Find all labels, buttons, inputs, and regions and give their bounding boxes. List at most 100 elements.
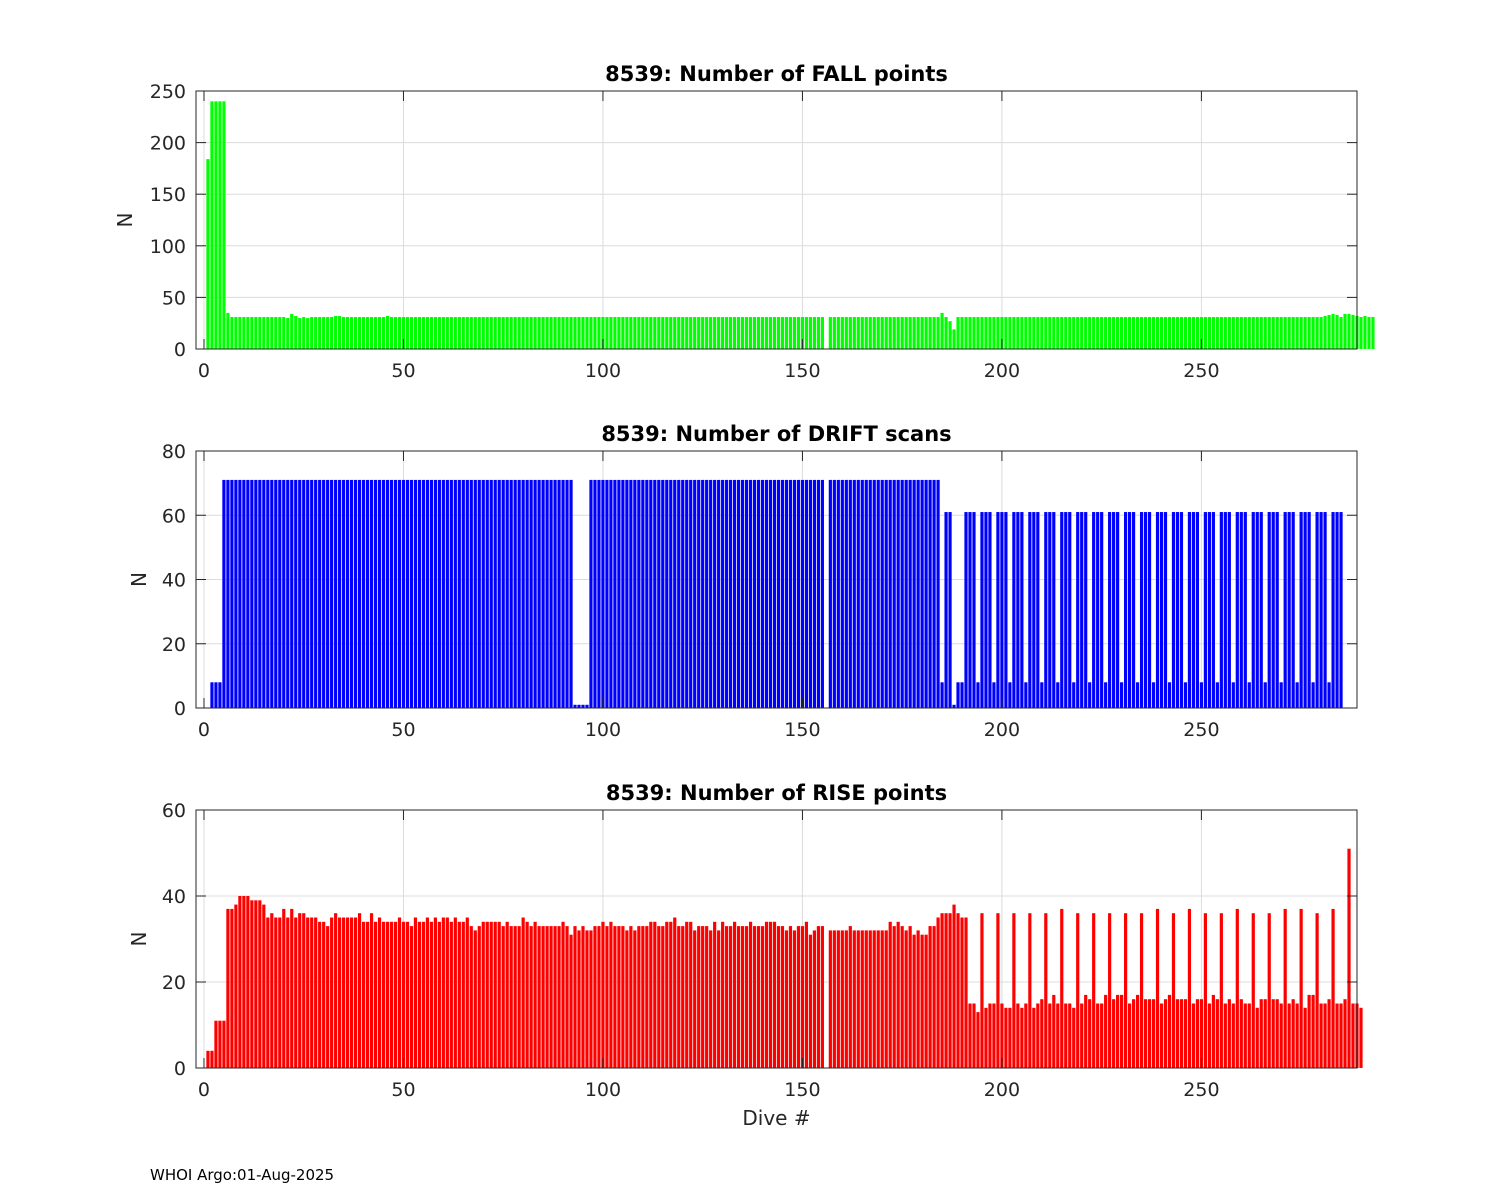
chart1-bar: [1307, 317, 1311, 349]
chart1-bar: [968, 317, 972, 349]
chart2-ytick-label: 0: [174, 698, 186, 720]
chart1-bar: [1247, 317, 1251, 349]
chart3-bar: [1008, 1007, 1012, 1068]
chart3-bar: [262, 904, 266, 1068]
chart3-bar: [302, 913, 306, 1068]
chart1-bar: [1167, 317, 1172, 349]
chart2-bar: [521, 479, 525, 708]
chart2-bar: [900, 479, 904, 708]
chart1-bar: [776, 317, 781, 349]
chart3-bar: [613, 926, 617, 1068]
chart2-bar: [693, 479, 697, 708]
chart3-bar: [693, 930, 697, 1068]
chart1-bar: [952, 329, 956, 349]
chart2-bar: [473, 479, 477, 708]
chart1-bar: [908, 317, 912, 349]
chart3-bar: [657, 926, 661, 1068]
chart3-bar: [505, 921, 509, 1068]
chart1-bar: [808, 317, 813, 349]
chart2-bar: [314, 479, 318, 708]
chart2-bar: [1315, 512, 1319, 708]
chart1-bar: [1131, 317, 1136, 349]
chart1-bar: [1243, 317, 1247, 349]
chart2-bar: [417, 479, 422, 708]
chart3-bar: [1351, 1003, 1355, 1068]
chart3-bar: [389, 921, 394, 1068]
chart3-xtick-label: 0: [198, 1079, 210, 1101]
chart3-bar: [405, 921, 410, 1068]
chart3-bar: [940, 913, 944, 1068]
chart1-bar: [665, 317, 669, 349]
chart3-bar: [709, 930, 713, 1068]
chart3-bar: [908, 926, 912, 1068]
chart1-bar: [533, 317, 537, 349]
chart2-bar: [621, 479, 625, 708]
chart1-bar: [681, 317, 685, 349]
chart2-ytick-label: 40: [162, 570, 186, 592]
chart3-bar: [1339, 1003, 1343, 1068]
chart3-bar: [752, 926, 757, 1068]
chart1-bar: [916, 317, 920, 349]
chart3-bar: [1036, 1003, 1040, 1068]
chart2-bar: [888, 479, 892, 708]
chart1-bar: [713, 317, 717, 349]
chart1-bar: [214, 101, 218, 349]
chart2-bar: [1255, 512, 1259, 708]
chart3-bar: [784, 930, 789, 1068]
chart2-bar: [705, 479, 709, 708]
chart3-bar: [1096, 1003, 1100, 1068]
chart1-bar: [617, 317, 621, 349]
chart1-bar: [1072, 317, 1076, 349]
chart2-bar: [238, 479, 242, 708]
chart3-bar: [465, 917, 469, 1068]
chart3-bar: [816, 926, 820, 1068]
chart3-bar: [1147, 999, 1152, 1068]
chart3-bar: [629, 926, 633, 1068]
chart2-bar: [1104, 682, 1108, 708]
chart1-bar: [928, 317, 932, 349]
chart3-bar: [425, 917, 429, 1068]
chart3-bar: [1247, 1003, 1251, 1068]
chart1-bar: [1024, 317, 1028, 349]
chart3-bar: [485, 921, 489, 1068]
chart3-bar: [1359, 1007, 1363, 1068]
chart2-bar: [772, 479, 777, 708]
chart2-bar: [302, 479, 306, 708]
chart1-bar: [206, 159, 210, 349]
chart3-bar: [1072, 1007, 1076, 1068]
chart2-bar: [581, 704, 585, 708]
chart3-bar: [1259, 999, 1263, 1068]
chart1-bar: [1251, 317, 1255, 349]
chart2-ytick-label: 20: [162, 634, 186, 656]
chart3-bar: [796, 926, 801, 1068]
chart3-bar: [701, 926, 705, 1068]
chart3-bar: [501, 926, 505, 1068]
chart3-bar: [665, 921, 669, 1068]
chart2-bar: [1040, 682, 1044, 708]
chart1-bar: [1020, 317, 1024, 349]
chart3-bar: [840, 930, 844, 1068]
chart2-bar: [1108, 512, 1112, 708]
chart3-bar: [788, 926, 793, 1068]
chart3-bar: [1056, 1003, 1060, 1068]
chart2-bar: [517, 479, 521, 708]
chart3-bar: [625, 930, 629, 1068]
chart2-bar: [936, 479, 940, 708]
chart2-ytick-label: 80: [162, 441, 186, 463]
chart3-bar: [1215, 999, 1219, 1068]
chart3-bar: [1104, 994, 1108, 1068]
chart1-bar: [381, 317, 386, 349]
chart1-bar: [788, 317, 793, 349]
chart2-bar: [988, 512, 992, 708]
chart1-bar: [505, 317, 509, 349]
chart1-bar: [1044, 317, 1048, 349]
chart3-bar: [369, 913, 374, 1068]
chart3-bar: [884, 930, 888, 1068]
chart1-bar: [844, 317, 848, 349]
chart1-bar: [1052, 317, 1056, 349]
chart3-bar: [1167, 994, 1172, 1068]
chart3-bar: [617, 926, 621, 1068]
chart2-bar: [461, 479, 465, 708]
chart3-bar: [669, 921, 673, 1068]
chart3-bar: [920, 934, 924, 1068]
